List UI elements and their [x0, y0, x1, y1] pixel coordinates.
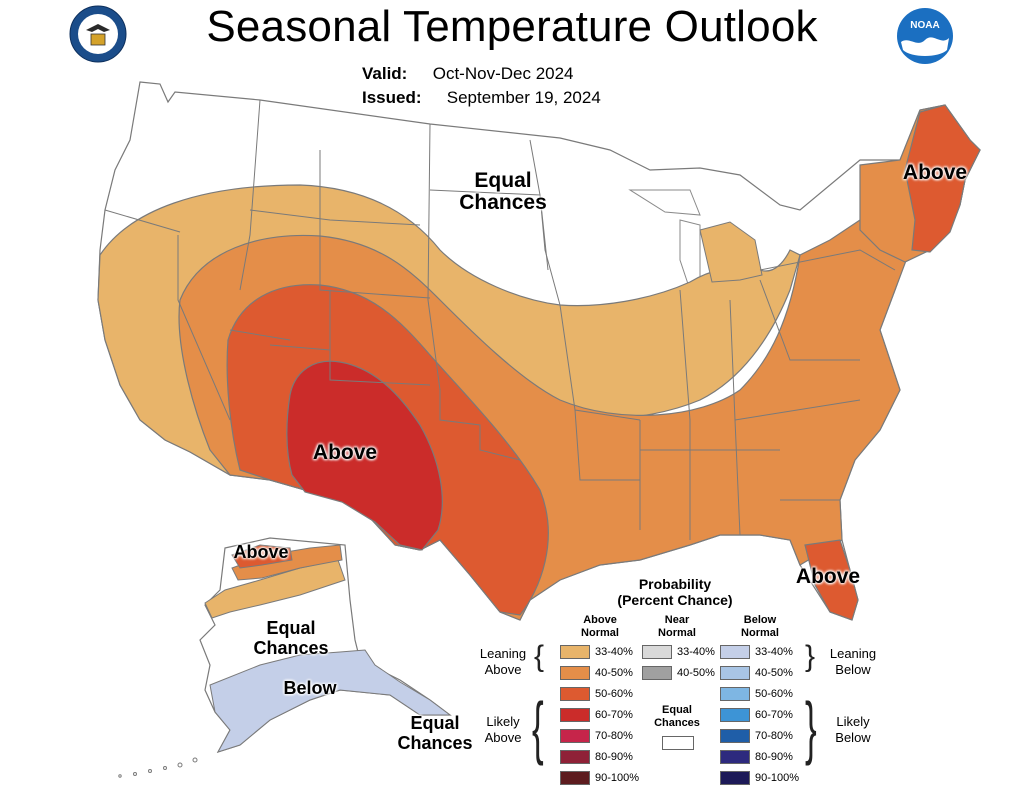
legend-likely-below: Likely Below [835, 714, 871, 745]
legend-title: Probability (Percent Chance) [617, 576, 733, 608]
lake-superior [628, 189, 701, 216]
commerce-seal-icon [68, 4, 128, 64]
legend-below-row: 70-80% [720, 728, 793, 744]
legend-below-row: 40-50% [720, 665, 793, 681]
legend-leaning-below: Leaning Below [829, 646, 877, 677]
florida-above-label: Above [795, 565, 861, 588]
alaska-below-33-40 [209, 649, 452, 753]
legend-above-row: 33-40% [560, 644, 633, 660]
valid-label: Valid: [362, 64, 408, 83]
legend-above-row: 50-60% [560, 686, 633, 702]
panhandle-equal-chances-label: Equal Chances [397, 713, 473, 753]
svg-text:NOAA: NOAA [910, 20, 939, 31]
page-title: Seasonal Temperature Outlook [206, 2, 818, 51]
northeast-50-60-region [904, 104, 981, 253]
legend-above-row: 70-80% [560, 728, 633, 744]
conus-equal-chances-label: Equal Chances [459, 169, 547, 214]
legend-below-row: 90-100% [720, 770, 799, 786]
legend-likely-above: Likely Above [484, 714, 522, 745]
legend-leaning-above: Leaning Above [479, 646, 527, 677]
southwest-above-label: Above [312, 441, 378, 464]
legend-near-row: 40-50% [642, 665, 715, 681]
alaska-equal-chances-label: Equal Chances [253, 618, 329, 658]
legend-near-row: 33-40% [642, 644, 715, 660]
issued-line: Issued: September 19, 2024 [362, 88, 601, 108]
alaska-above-label: Above [233, 542, 289, 562]
legend-col-near: Near Normal [658, 614, 696, 639]
legend-above-row: 40-50% [560, 665, 633, 681]
brace-leaning-above: { [534, 640, 545, 673]
brace-likely-below: } [805, 688, 817, 766]
issued-value: September 19, 2024 [446, 88, 601, 107]
alaska-below-label: Below [283, 678, 337, 698]
southwest-60-70-region [286, 360, 443, 551]
michigan-lp [699, 221, 763, 283]
alaska-above-50-60 [231, 544, 293, 569]
brace-likely-above: { [532, 688, 544, 766]
noaa-logo-icon: NOAA [895, 6, 955, 66]
legend-below-row: 60-70% [720, 707, 793, 723]
legend-equal-swatch [662, 736, 694, 750]
legend-above-row: 80-90% [560, 749, 633, 765]
brace-leaning-below: } [805, 640, 816, 673]
legend-below-row: 80-90% [720, 749, 793, 765]
issued-label: Issued: [362, 88, 422, 107]
legend-above-row: 90-100% [560, 770, 639, 786]
legend-col-below: Below Normal [741, 614, 779, 639]
probability-legend: Probability (Percent Chance) Above Normal … [470, 574, 890, 786]
alaska-above-33-40 [204, 559, 346, 619]
legend-below-row: 33-40% [720, 644, 793, 660]
northeast-above-label: Above [902, 161, 968, 184]
valid-value: Oct-Nov-Dec 2024 [432, 64, 574, 83]
legend-col-above: Above Normal [581, 614, 619, 639]
legend-below-row: 50-60% [720, 686, 793, 702]
state-boundaries [104, 99, 896, 540]
legend-equal-chances: Equal Chances [654, 704, 700, 729]
legend-above-row: 60-70% [560, 707, 633, 723]
valid-line: Valid: Oct-Nov-Dec 2024 [362, 64, 574, 84]
florida-50-60-region [804, 539, 859, 621]
aleutian-islands [118, 757, 198, 778]
